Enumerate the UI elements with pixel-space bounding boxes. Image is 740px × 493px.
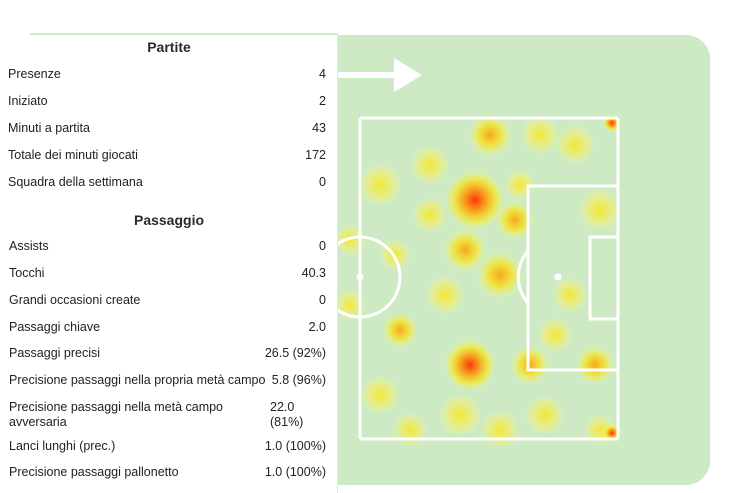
stat-label: Grandi occasioni create	[9, 293, 141, 307]
section-title-passaggio: Passaggio	[133, 212, 205, 228]
stat-value: 43	[312, 121, 326, 135]
heat-blob	[438, 393, 482, 437]
stat-label: Tocchi	[9, 266, 45, 280]
heat-blob	[358, 163, 402, 207]
heat-blob	[444, 339, 496, 391]
stat-row-passaggi-precisi: Passaggi precisi 26.5 (92%)	[0, 346, 338, 373]
center-spot	[356, 273, 364, 281]
stat-label: Passaggi chiave	[9, 320, 101, 334]
stat-value: 26.5 (92%)	[264, 346, 326, 360]
heat-blob	[334, 224, 366, 256]
stat-row-grandi-occasioni: Grandi occasioni create 0	[0, 293, 338, 320]
heat-blob	[392, 412, 428, 448]
stats-panel: Partite Presenze 4 Iniziato 2 Minuti a p…	[0, 33, 338, 493]
stat-value: 0	[319, 175, 326, 189]
penalty-spot	[554, 273, 562, 281]
stat-row-precisione-propria-meta: Precisione passaggi nella propria metà c…	[0, 373, 338, 400]
heat-blob	[412, 197, 448, 233]
heat-blob	[495, 200, 535, 240]
stat-label: Precisione passaggi pallonetto	[9, 465, 179, 479]
stat-row-passaggi-chiave: Passaggi chiave 2.0	[0, 320, 338, 347]
stat-value: 40.3	[301, 266, 326, 280]
stat-value: 5.8 (96%)	[271, 373, 326, 387]
heat-blob	[510, 345, 550, 385]
stat-row-pallonetto: Precisione passaggi pallonetto 1.0 (100%…	[0, 465, 338, 492]
stat-value: 0	[319, 239, 326, 253]
stat-row-tocchi: Tocchi 40.3	[0, 266, 338, 293]
stat-value: 22.0 (81%)	[270, 400, 304, 429]
heat-blob	[468, 113, 512, 157]
stat-label: Precisione passaggi nella metà campo avv…	[9, 400, 224, 429]
heat-blob	[525, 395, 565, 435]
panel-top-divider	[30, 33, 338, 35]
stat-label: Iniziato	[8, 94, 48, 108]
stat-label: Passaggi precisi	[9, 346, 101, 360]
heat-blob	[445, 170, 505, 230]
stat-row-squadra-settimana: Squadra della settimana 0	[0, 175, 338, 202]
heatmap-blobs	[334, 113, 622, 450]
stat-row-assists: Assists 0	[0, 239, 338, 266]
stat-value: 2	[319, 94, 326, 108]
heat-blob	[537, 317, 573, 353]
stat-row-precisione-meta-avversaria: Precisione passaggi nella metà campo avv…	[0, 400, 338, 438]
heat-blob	[520, 115, 560, 155]
stat-row-presenze: Presenze 4	[0, 67, 338, 94]
heat-blob	[552, 277, 588, 313]
stat-value: 4	[319, 67, 326, 81]
heatmap-svg	[318, 113, 622, 450]
stat-row-lanci-lunghi: Lanci lunghi (prec.) 1.0 (100%)	[0, 439, 338, 466]
section-title-partite: Partite	[147, 39, 191, 55]
goal-area	[588, 235, 620, 321]
stat-value: 1.0 (100%)	[264, 439, 326, 453]
heat-blob	[382, 312, 418, 348]
heat-blob	[480, 410, 520, 450]
heat-blob	[476, 251, 524, 299]
stat-label: Minuti a partita	[8, 121, 90, 135]
stat-row-totale-minuti: Totale dei minuti giocati 172	[0, 148, 338, 175]
stat-label: Squadra della settimana	[8, 175, 143, 189]
heat-blob	[575, 345, 615, 385]
stat-label: Presenze	[8, 67, 61, 81]
arrow-right-icon	[336, 58, 422, 92]
penalty-arc	[516, 250, 530, 304]
heat-blob	[425, 275, 465, 315]
stat-row-minuti-a-partita: Minuti a partita 43	[0, 121, 338, 148]
stat-value: 172	[305, 148, 326, 162]
heat-blob	[360, 375, 400, 415]
stat-label: Totale dei minuti giocati	[8, 148, 138, 162]
heat-blob	[555, 125, 595, 165]
stat-value: 0	[319, 293, 326, 307]
stat-value: 2.0	[308, 320, 326, 334]
stat-label: Precisione passaggi nella propria metà c…	[9, 373, 266, 387]
stat-row-iniziato: Iniziato 2	[0, 94, 338, 121]
stat-label: Assists	[9, 239, 49, 253]
stat-value: 1.0 (100%)	[264, 465, 326, 479]
heat-blob	[410, 145, 450, 185]
heat-blob	[443, 228, 487, 272]
heat-blob	[578, 188, 622, 232]
stat-label: Lanci lunghi (prec.)	[9, 439, 116, 453]
